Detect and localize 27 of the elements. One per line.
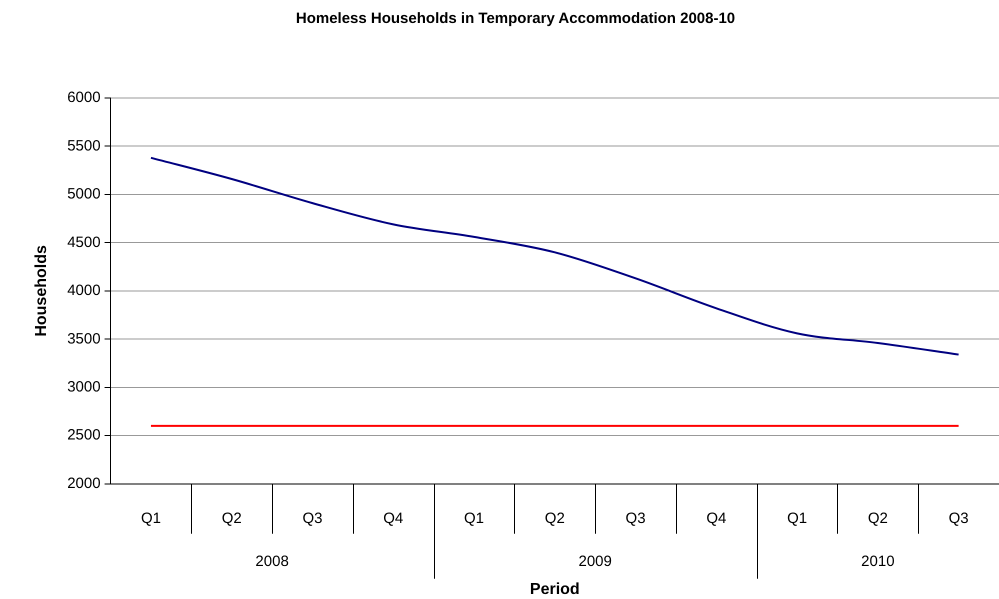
x-tick-label: Q2 (222, 510, 242, 527)
x-tick-label: Q3 (948, 510, 969, 527)
y-tick-label: 4000 (67, 282, 101, 300)
text: 2009 (578, 552, 612, 570)
x-tick-label: Q1 (464, 510, 484, 527)
line-series (150, 156, 960, 356)
y-tick-label: 3000 (67, 378, 101, 396)
x-tick-label: Q3 (302, 510, 322, 527)
y-tick-label: 6000 (67, 89, 101, 106)
x-tick-label: Q4 (383, 510, 404, 527)
x-tick-label: Q2 (868, 510, 888, 527)
x-tick-label: Q1 (140, 510, 161, 527)
y-tick-label: 2500 (67, 426, 101, 444)
chart-title: Homeless Households in Temporary Accommodation 2008-10 (296, 10, 736, 28)
x-tick-label: Q4 (706, 510, 726, 527)
x-tick-label: Q3 (626, 510, 646, 527)
x-tick-label: Q1 (787, 510, 808, 527)
x-axis-title: Period (530, 580, 580, 598)
text: 2008 (255, 552, 289, 570)
text: 2010 (861, 552, 895, 570)
y-axis-title: Households (33, 245, 50, 337)
x-tick-label: Q2 (544, 510, 565, 527)
y-tick-label: 3500 (67, 330, 101, 348)
y-tick-label: 4500 (67, 234, 101, 251)
y-tick-label: 2000 (67, 474, 101, 492)
y-tick-label: 5000 (67, 186, 101, 203)
y-tick-label: 5500 (67, 137, 101, 154)
